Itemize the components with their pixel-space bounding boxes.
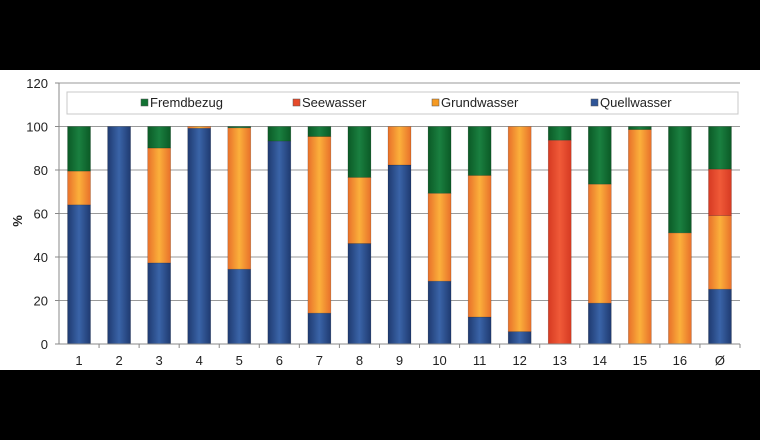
x-tick-label: 6 [276,353,283,368]
bar-segment-fremdbezug-6 [267,126,292,142]
bar-segment-quellwasser-3 [147,262,171,345]
x-tick-label: Ø [715,353,725,368]
legend-swatch-seewasser [292,98,301,107]
bar-segment-grundwasser-7 [307,136,332,314]
bar-segment-quellwasser-4 [187,127,212,345]
bar-segment-grundwasser-12 [507,126,532,332]
x-tick-label: 16 [673,353,687,368]
bar-segment-grundwasser-14 [587,183,612,304]
y-axis-label: % [10,215,25,227]
legend-label-fremdbezug: Fremdbezug [150,95,223,110]
y-tick-label: 60 [34,207,48,222]
x-tick-label: 13 [553,353,567,368]
legend-box [66,91,739,115]
x-tick-label: 10 [432,353,446,368]
x-tick-label: 12 [512,353,526,368]
bar-segment-quellwasser-9 [387,164,412,345]
bar-segment-fremdbezug-8 [347,126,372,178]
legend-label-grundwasser: Grundwasser [441,95,519,110]
bar-segment-fremdbezug-1 [67,126,91,172]
bar-segment-fremdbezug-13 [547,126,572,141]
y-tick-label: 100 [26,120,48,135]
legend-label-quellwasser: Quellwasser [600,95,672,110]
y-tick-label: 0 [41,337,48,352]
bar-segment-quellwasser-Ø [708,288,732,345]
x-tick-label: 14 [593,353,607,368]
bar-segment-quellwasser-12 [507,331,532,345]
x-tick-label: 5 [236,353,243,368]
bar-segment-grundwasser-16 [668,232,692,345]
bar-segment-quellwasser-2 [107,126,131,345]
bar-segment-fremdbezug-7 [307,126,332,137]
bar-segment-quellwasser-7 [307,312,332,345]
legend-swatch-quellwasser [590,98,599,107]
bar-segment-fremdbezug-Ø [708,126,732,170]
x-tick-label: 8 [356,353,363,368]
bar-segment-grundwasser-10 [427,192,452,282]
bar-segment-grundwasser-9 [387,126,412,166]
y-tick-label: 20 [34,294,48,309]
x-tick-label: 3 [156,353,163,368]
legend-swatch-grundwasser [431,98,440,107]
bar-segment-quellwasser-5 [227,268,252,345]
x-tick-label: 2 [115,353,122,368]
x-tick-label: 4 [196,353,203,368]
bar-segment-seewasser-13 [547,139,572,345]
x-tick-label: 15 [633,353,647,368]
legend-label-seewasser: Seewasser [302,95,367,110]
bar-segment-quellwasser-6 [267,140,292,345]
bar-segment-grundwasser-5 [227,127,252,270]
bar-segment-quellwasser-8 [347,243,372,345]
bar-segment-fremdbezug-5 [227,126,252,129]
bar-segment-fremdbezug-16 [668,126,692,234]
x-tick-label: 11 [473,353,487,368]
bar-segment-grundwasser-8 [347,177,372,244]
bar-segment-fremdbezug-11 [467,126,492,176]
x-tick-label: 9 [396,353,403,368]
bar-segment-quellwasser-11 [467,316,492,345]
bar-segment-grundwasser-Ø [708,215,732,290]
bar-segment-fremdbezug-15 [628,126,652,130]
bar-segment-grundwasser-3 [147,147,171,264]
bar-segment-fremdbezug-3 [147,126,171,149]
bar-segment-grundwasser-11 [467,175,492,318]
y-tick-label: 120 [26,76,48,91]
bar-segment-fremdbezug-10 [427,126,452,194]
x-tick-label: 1 [75,353,82,368]
bar-segment-quellwasser-1 [67,204,91,345]
bar-segment-seewasser-Ø [708,168,732,216]
y-tick-label: 40 [34,250,48,265]
bar-segment-quellwasser-14 [587,302,612,345]
chart-panel: 0 20 40 60 80 100 120 1 2 3 4 5 6 7 8 9 10 11 12 13 14 15 16 Ø … [0,70,760,370]
bar-segment-quellwasser-10 [427,280,452,345]
bar-segment-grundwasser-1 [67,170,91,206]
x-tick-label: 7 [316,353,323,368]
bar-segment-fremdbezug-14 [587,126,612,185]
y-tick-label: 80 [34,163,48,178]
bar-segment-grundwasser-4 [187,126,212,129]
bar-segment-grundwasser-15 [628,129,652,345]
legend-swatch-fremdbezug [140,98,149,107]
